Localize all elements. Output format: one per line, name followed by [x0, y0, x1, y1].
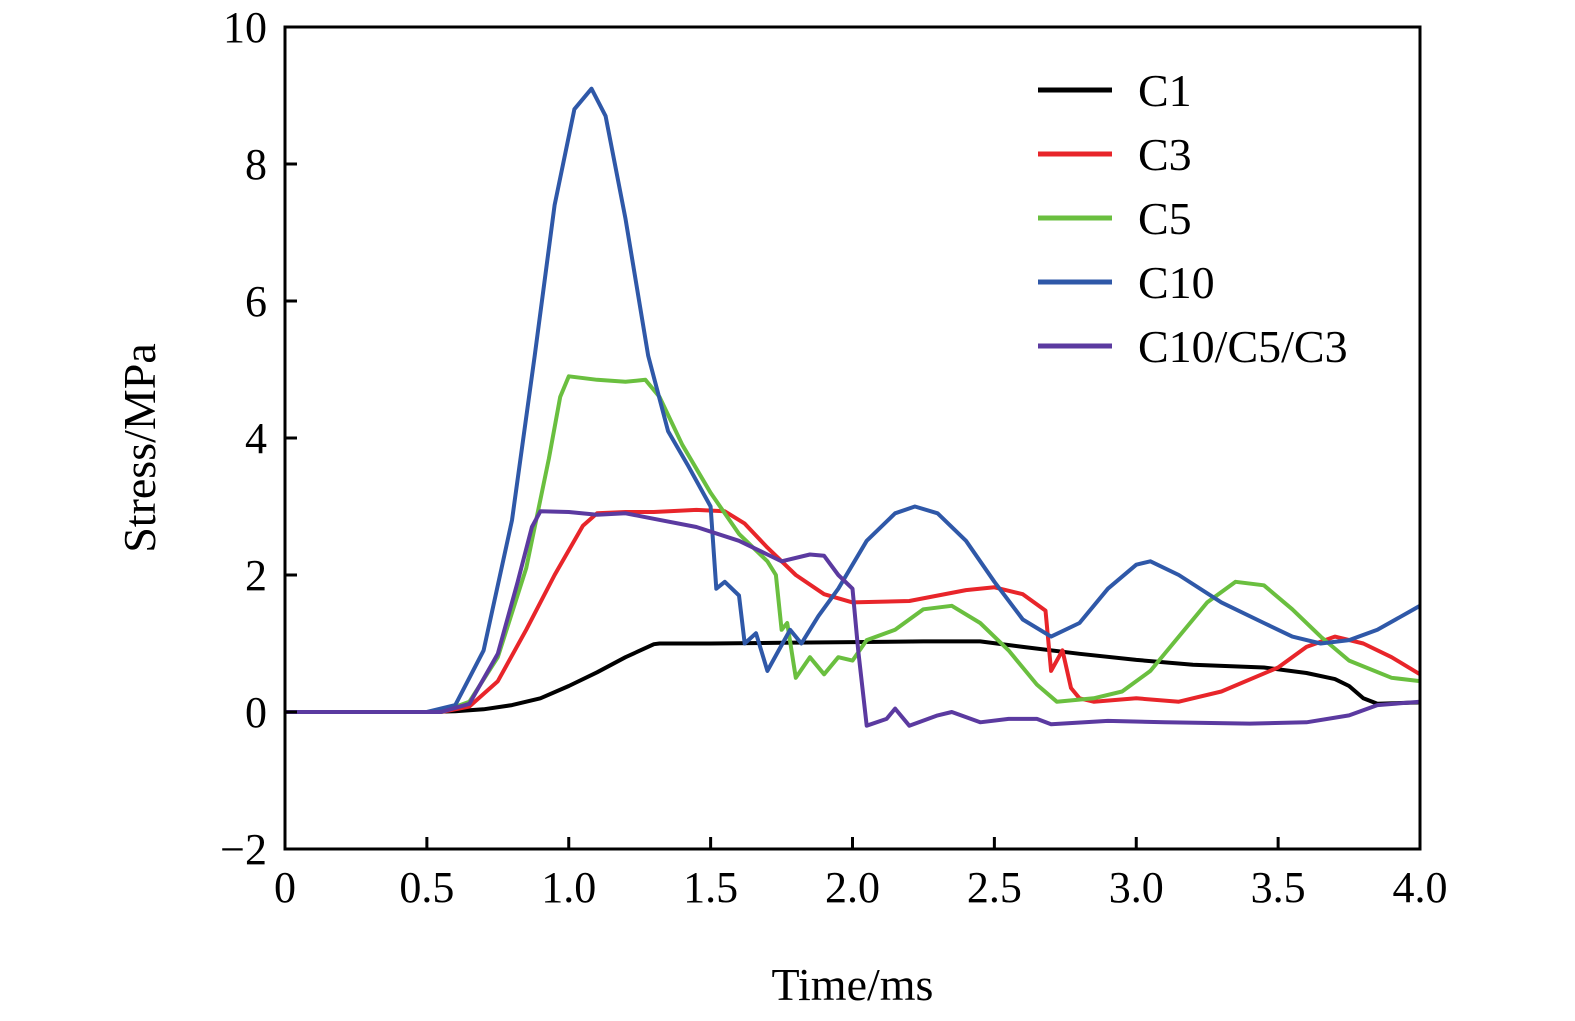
legend-label-c5: C5: [1138, 193, 1192, 244]
series-line-c5: [285, 374, 1420, 714]
x-tick-label: 3.0: [1109, 863, 1164, 912]
legend-label-c10-c5-c3: C10/C5/C3: [1138, 321, 1348, 372]
legend: C1 C3 C5 C10 C10/C5/C3: [1038, 65, 1348, 372]
y-tick-label: 2: [245, 551, 267, 600]
x-tick-label: 2.5: [967, 863, 1022, 912]
y-tick-label: −2: [220, 825, 267, 874]
legend-label-c10: C10: [1138, 257, 1215, 308]
x-tick-label: 1.5: [683, 863, 738, 912]
x-tick-label: 0: [274, 863, 296, 912]
series-line-c3: [285, 507, 1420, 714]
y-tick-label: 10: [223, 3, 267, 52]
y-tick-label: 0: [245, 688, 267, 737]
y-tick-label: 6: [245, 277, 267, 326]
y-tick-label: 8: [245, 140, 267, 189]
x-tick-label: 4.0: [1393, 863, 1448, 912]
legend-label-c1: C1: [1138, 65, 1192, 116]
y-axis-label: Stress/MPa: [114, 343, 165, 553]
series-line-c1: [285, 639, 1420, 714]
series-layer: [285, 86, 1420, 728]
plot-frame: [283, 25, 1422, 851]
x-tick-label: 1.0: [541, 863, 596, 912]
x-tick-label: 2.0: [825, 863, 880, 912]
x-tick-label: 3.5: [1251, 863, 1306, 912]
series-line-c10: [285, 86, 1420, 714]
series-line-c10-c5-c3: [285, 509, 1420, 728]
y-tick-label: 4: [245, 414, 267, 463]
x-axis-label: Time/ms: [772, 959, 934, 1010]
legend-label-c3: C3: [1138, 129, 1192, 180]
x-tick-label: 0.5: [399, 863, 454, 912]
